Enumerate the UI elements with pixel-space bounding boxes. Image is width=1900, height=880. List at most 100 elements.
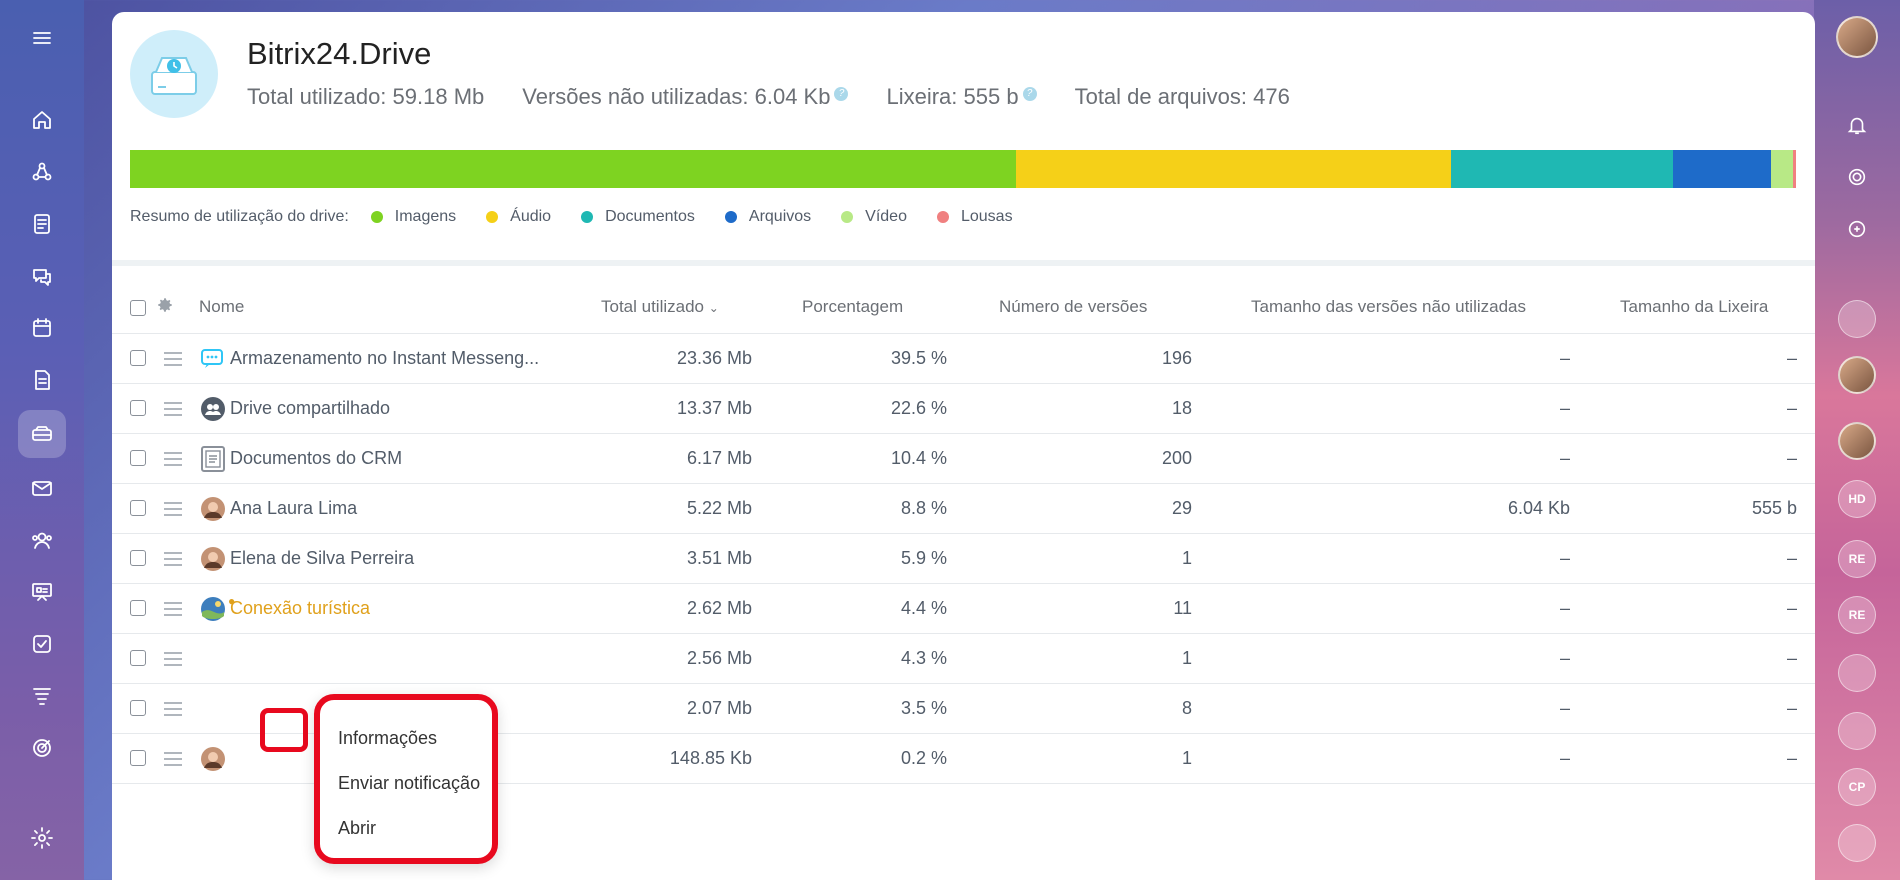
table-row[interactable]: Documentos do CRM 6.17 Mb 10.4 % 200 – – <box>112 434 1815 484</box>
drive-icon[interactable] <box>18 410 66 458</box>
row-total-used: 2.56 Mb <box>686 648 752 668</box>
row-name[interactable]: Elena de Silva Perreira <box>230 548 415 568</box>
chat-icon[interactable] <box>22 256 62 296</box>
page-title: Bitrix24.Drive <box>247 36 432 71</box>
row-checkbox[interactable] <box>130 650 146 666</box>
row-name[interactable]: Conexão turística <box>230 598 371 618</box>
help-icon[interactable]: ? <box>1022 86 1037 101</box>
row-menu-icon[interactable] <box>164 452 182 466</box>
menu-icon[interactable] <box>22 18 62 58</box>
legend-item: Lousas <box>936 208 1013 226</box>
goals-icon[interactable] <box>22 728 62 768</box>
table-row[interactable]: Ana Laura Lima 5.22 Mb 8.8 % 29 6.04 Kb 555 b <box>112 484 1815 534</box>
docs-icon[interactable] <box>22 360 62 400</box>
row-checkbox[interactable] <box>130 350 146 366</box>
legend-dot <box>370 211 383 223</box>
feed-icon[interactable] <box>22 204 62 244</box>
settings-icon[interactable] <box>22 818 62 858</box>
search-chat-icon[interactable] <box>1838 210 1876 248</box>
row-checkbox[interactable] <box>130 500 146 516</box>
row-checkbox[interactable] <box>130 550 146 566</box>
menu-item-notify[interactable]: Enviar notificação <box>338 773 481 793</box>
contact-avatar-3[interactable] <box>1838 422 1876 460</box>
menu-item-open[interactable]: Abrir <box>338 818 377 838</box>
row-checkbox[interactable] <box>130 700 146 716</box>
row-percent: 0.2 % <box>900 748 947 768</box>
chat-group-icon[interactable] <box>1838 654 1876 692</box>
row-menu-icon[interactable] <box>164 502 182 516</box>
menu-item-info[interactable]: Informações <box>338 728 438 748</box>
col-percent[interactable]: Porcentagem <box>802 297 904 316</box>
row-unused-versions: – <box>1559 648 1570 668</box>
col-versions[interactable]: Número de versões <box>999 297 1148 316</box>
col-unused-versions[interactable]: Tamanho das versões não utilizadas <box>1251 297 1526 316</box>
row-name[interactable]: Armazenamento no Instant Messeng... <box>230 348 540 368</box>
row-unused-versions: – <box>1559 698 1570 718</box>
usage-legend: Resumo de utilização do drive: Imagens Áu… <box>130 208 1043 226</box>
workflow-icon[interactable] <box>22 152 62 192</box>
usage-segment-vídeo <box>1770 150 1793 188</box>
copilot-icon[interactable] <box>1838 158 1876 196</box>
left-sidebar <box>0 0 84 880</box>
row-checkbox[interactable] <box>130 450 146 466</box>
row-total-used: 13.37 Mb <box>676 398 752 418</box>
row-total-used: 6.17 Mb <box>686 448 752 468</box>
gear-icon[interactable] <box>156 296 174 319</box>
row-menu-icon[interactable] <box>164 602 182 616</box>
table-row[interactable]: 2.07 Mb 3.5 % 8 – – <box>112 684 1815 734</box>
chat-icon <box>200 346 226 372</box>
stat-total-files: Total de arquivos: 476 <box>1074 84 1290 109</box>
right-sidebar: HD RE RE CP <box>1814 0 1900 880</box>
tasks-icon[interactable] <box>22 624 62 664</box>
row-unused-versions: 6.04 Kb <box>1507 498 1570 518</box>
table-row[interactable]: Drive compartilhado 13.37 Mb 22.6 % 18 – – <box>112 384 1815 434</box>
row-name[interactable]: Documentos do CRM <box>230 448 403 468</box>
presentation-icon[interactable] <box>22 572 62 612</box>
row-menu-icon[interactable] <box>164 652 182 666</box>
row-total-used: 148.85 Kb <box>669 748 752 768</box>
home-icon[interactable] <box>22 100 62 140</box>
table-row[interactable]: ● Conexão turística 2.62 Mb 4.4 % 11 – – <box>112 584 1815 634</box>
row-menu-icon[interactable] <box>164 352 182 366</box>
table-row[interactable]: Elena de Silva Perreira 3.51 Mb 5.9 % 1 – – <box>112 534 1815 584</box>
col-name[interactable]: Nome <box>199 297 245 316</box>
contact-re-1[interactable]: RE <box>1838 540 1876 578</box>
row-versions: 196 <box>1161 348 1192 368</box>
row-percent: 8.8 % <box>900 498 947 518</box>
usage-bar <box>130 150 1796 188</box>
mail-icon[interactable] <box>22 468 62 508</box>
funnel-icon[interactable] <box>22 676 62 716</box>
user-avatar[interactable] <box>1836 16 1878 58</box>
row-name[interactable]: Drive compartilhado <box>230 398 391 418</box>
contact-avatar-2[interactable] <box>1838 356 1876 394</box>
row-checkbox[interactable] <box>130 400 146 416</box>
row-menu-icon[interactable] <box>164 402 182 416</box>
row-name[interactable]: Ana Laura Lima <box>230 498 358 518</box>
help-icon[interactable]: ? <box>834 86 849 101</box>
row-checkbox[interactable] <box>130 750 146 766</box>
row-menu-icon[interactable] <box>164 752 182 766</box>
check-icon[interactable] <box>1838 824 1876 862</box>
contact-re-2[interactable]: RE <box>1838 596 1876 634</box>
row-versions: 18 <box>1171 398 1192 418</box>
contacts-icon[interactable] <box>22 520 62 560</box>
select-all-checkbox[interactable] <box>130 300 146 316</box>
table-row[interactable]: Armazenamento no Instant Messeng... 23.36… <box>112 334 1815 384</box>
bookmark-icon[interactable] <box>1838 712 1876 750</box>
row-percent: 4.3 % <box>900 648 947 668</box>
col-trash-size[interactable]: Tamanho da Lixeira <box>1620 297 1769 316</box>
calendar-icon[interactable] <box>22 308 62 348</box>
col-total-used[interactable]: Total utilizado ⌄ <box>601 297 719 316</box>
row-trash-size: – <box>1786 548 1797 568</box>
document-icon <box>200 446 226 472</box>
contact-hd[interactable]: HD <box>1838 480 1876 518</box>
notifications-icon[interactable] <box>1838 106 1876 144</box>
contact-cp[interactable]: CP <box>1838 768 1876 806</box>
row-menu-icon[interactable] <box>164 702 182 716</box>
row-trash-size: – <box>1786 448 1797 468</box>
row-checkbox[interactable] <box>130 600 146 616</box>
contact-avatar-1[interactable] <box>1838 300 1876 338</box>
row-menu-icon[interactable] <box>164 552 182 566</box>
highlighted-menu-button[interactable] <box>260 708 308 752</box>
table-row[interactable]: 2.56 Mb 4.3 % 1 – – <box>112 634 1815 684</box>
